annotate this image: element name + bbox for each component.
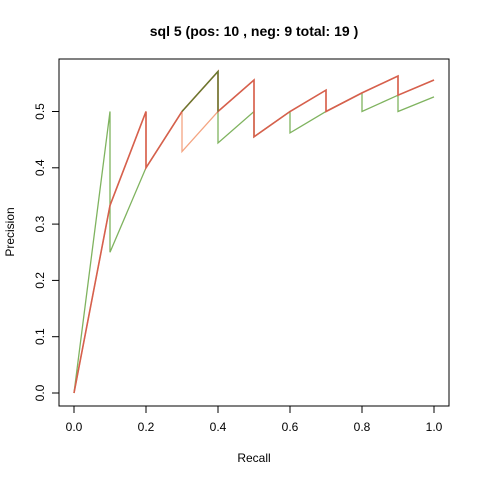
y-tick-label: 0.3 [33, 215, 47, 232]
y-tick-label: 0.2 [33, 272, 47, 289]
y-tick-label: 0.1 [33, 328, 47, 345]
y-axis: 0.0 0.1 0.2 0.3 0.4 0.5 [33, 103, 59, 401]
y-axis-label: Precision [3, 207, 17, 256]
y-tick-label: 0.4 [33, 159, 47, 176]
x-tick-label: 0.8 [354, 420, 371, 434]
series-line-dark-orange [73, 69, 435, 394]
series-layer [73, 69, 435, 394]
x-tick-label: 1.0 [426, 420, 443, 434]
x-tick-label: 0.4 [210, 420, 227, 434]
x-tick-label: 0.2 [138, 420, 155, 434]
y-tick-label: 0.5 [33, 103, 47, 120]
y-tick-label: 0.0 [33, 384, 47, 401]
x-tick-label: 0.0 [66, 420, 83, 434]
plot-frame [58, 58, 450, 407]
chart-title: sql 5 (pos: 10 , neg: 9 total: 19 ) [150, 23, 358, 39]
x-tick-label: 0.6 [282, 420, 299, 434]
x-axis-label: Recall [237, 451, 270, 465]
series-line-dark-olive [181, 69, 219, 112]
x-axis: 0.0 0.2 0.4 0.6 0.8 1.0 [66, 406, 443, 434]
